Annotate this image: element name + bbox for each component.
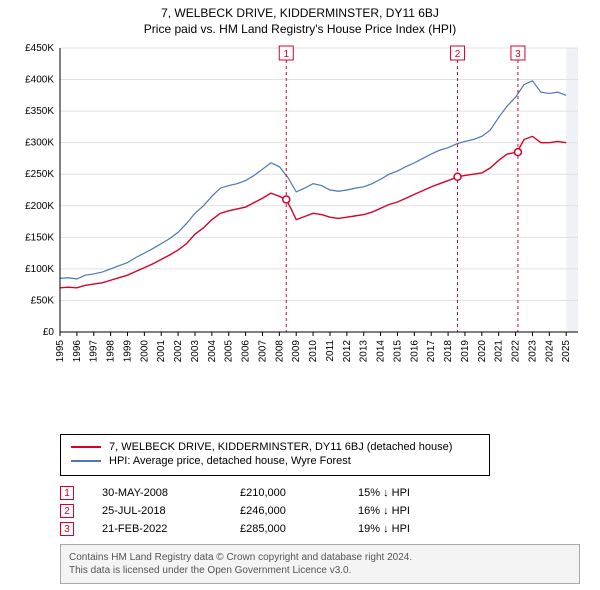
x-tick-label: 1997 [89,340,100,363]
marker-point [514,149,521,156]
x-tick-label: 2015 [392,340,403,363]
x-tick-label: 2009 [291,340,302,363]
sale-marker: 1 [60,486,74,500]
x-tick-label: 2002 [173,340,184,363]
y-tick-label: £200K [25,201,54,212]
y-tick-label: £150K [25,232,54,243]
x-tick-label: 2011 [325,340,336,362]
legend-item: HPI: Average price, detached house, Wyre… [71,455,479,467]
marker-point [283,196,290,203]
x-tick-label: 2024 [544,340,555,363]
x-tick-label: 2007 [257,340,268,363]
future-band [566,48,578,332]
x-tick-label: 2023 [527,340,538,363]
marker-point [454,173,461,180]
legend: 7, WELBECK DRIVE, KIDDERMINSTER, DY11 6B… [60,434,490,476]
marker-label: 1 [283,49,289,60]
x-tick-label: 2022 [511,340,522,363]
x-tick-label: 2025 [561,340,572,363]
sale-row: 3 21-FEB-2022 £285,000 19% ↓ HPI [60,522,588,536]
sale-delta: 15% ↓ HPI [358,487,448,499]
sale-price: £246,000 [240,505,330,517]
x-tick-label: 2012 [342,340,353,363]
y-tick-label: £50K [31,295,55,306]
legend-item: 7, WELBECK DRIVE, KIDDERMINSTER, DY11 6B… [71,441,479,453]
x-tick-label: 2005 [224,340,235,363]
title-subtitle: Price paid vs. HM Land Registry's House … [12,22,588,36]
x-tick-label: 2004 [207,340,218,363]
y-tick-label: £300K [25,138,54,149]
x-tick-label: 2018 [443,340,454,363]
x-tick-label: 2008 [274,340,285,363]
x-tick-label: 2006 [241,340,252,363]
x-tick-label: 2017 [426,340,437,363]
x-tick-label: 1998 [106,340,117,363]
footnote-line2: This data is licensed under the Open Gov… [69,564,571,577]
x-tick-label: 2019 [460,340,471,363]
x-tick-label: 2021 [494,340,505,363]
sales-table: 1 30-MAY-2008 £210,000 15% ↓ HPI 2 25-JUL-201… [12,482,588,536]
legend-label: HPI: Average price, detached house, Wyre… [109,455,351,467]
x-tick-label: 1995 [55,340,66,363]
sale-row: 2 25-JUL-2018 £246,000 16% ↓ HPI [60,504,588,518]
sale-price: £210,000 [240,487,330,499]
series-subject [60,136,566,287]
y-tick-label: £450K [25,43,54,54]
x-tick-label: 2010 [308,340,319,363]
y-tick-label: £250K [25,169,54,180]
marker-label: 3 [515,49,521,60]
sale-marker: 3 [60,522,74,536]
line-chart: £0 £50K £100K £150K £200K £250K £300K £350K £400… [12,42,588,372]
sale-date: 30-MAY-2008 [102,487,212,499]
x-tick-label: 2001 [156,340,167,363]
x-tick-label: 2020 [477,340,488,363]
x-tick-label: 2003 [190,340,201,363]
legend-label: 7, WELBECK DRIVE, KIDDERMINSTER, DY11 6B… [109,441,452,453]
legend-swatch [71,446,101,448]
chart-area: £0 £50K £100K £150K £200K £250K £300K £350K £400… [12,42,588,426]
sale-delta: 16% ↓ HPI [358,505,448,517]
sale-date: 25-JUL-2018 [102,505,212,517]
marker-label: 2 [455,49,461,60]
x-tick-label: 2014 [376,340,387,363]
sale-delta: 19% ↓ HPI [358,523,448,535]
y-tick-label: £350K [25,106,54,117]
x-tick-label: 1999 [122,340,133,363]
x-tick-label: 2000 [139,340,150,363]
legend-swatch [71,460,101,462]
title-address: 7, WELBECK DRIVE, KIDDERMINSTER, DY11 6B… [12,6,588,20]
sale-marker: 2 [60,504,74,518]
x-tick-label: 2016 [409,340,420,363]
y-tick-label: £0 [43,327,55,338]
x-tick-label: 2013 [359,340,370,363]
y-tick-label: £100K [25,264,54,275]
series-hpi [60,81,566,279]
footnote: Contains HM Land Registry data © Crown c… [60,544,580,584]
sale-price: £285,000 [240,523,330,535]
figure-container: 7, WELBECK DRIVE, KIDDERMINSTER, DY11 6B… [0,0,600,590]
x-tick-label: 1996 [72,340,83,363]
y-tick-label: £400K [25,75,54,86]
sale-row: 1 30-MAY-2008 £210,000 15% ↓ HPI [60,486,588,500]
sale-date: 21-FEB-2022 [102,523,212,535]
footnote-line1: Contains HM Land Registry data © Crown c… [69,551,571,564]
